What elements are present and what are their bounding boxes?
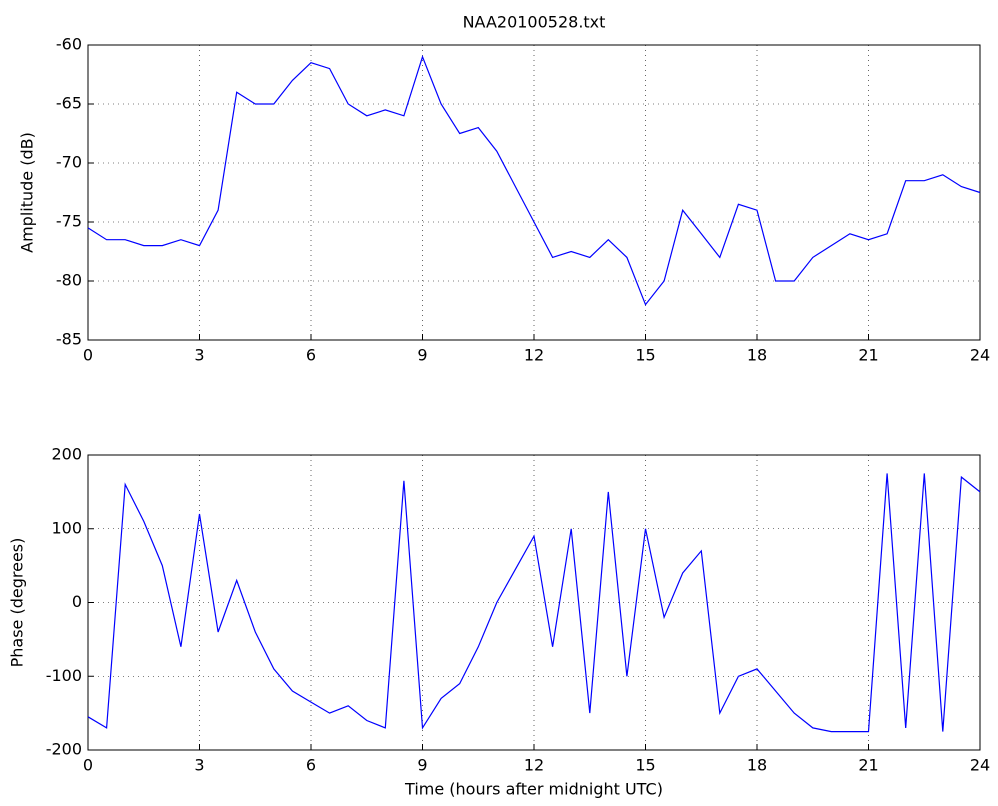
data-line bbox=[87, 55, 981, 306]
y-tick-label: -100 bbox=[46, 666, 82, 685]
chart-title: NAA20100528.txt bbox=[463, 13, 606, 32]
x-tick-label: 3 bbox=[194, 346, 204, 365]
x-tick-label: 15 bbox=[635, 756, 655, 775]
x-tick-label: 0 bbox=[83, 756, 93, 775]
x-tick-label: 24 bbox=[970, 346, 990, 365]
x-tick-label: 18 bbox=[747, 756, 767, 775]
x-tick-label: 15 bbox=[635, 346, 655, 365]
axes-frame bbox=[87, 454, 981, 751]
y-tick-label: 200 bbox=[51, 445, 82, 464]
y-axis-label: Amplitude (dB) bbox=[18, 132, 37, 253]
x-tick-label: 6 bbox=[306, 346, 316, 365]
y-tick-label: 100 bbox=[51, 518, 82, 537]
y-tick-label: 0 bbox=[72, 592, 82, 611]
y-tick-label: -200 bbox=[46, 740, 82, 759]
y-tick-label: -80 bbox=[56, 271, 82, 290]
y-tick-label: -85 bbox=[56, 330, 82, 349]
data-line bbox=[87, 473, 981, 733]
x-tick-label: 12 bbox=[524, 346, 544, 365]
y-axis-label: Phase (degrees) bbox=[8, 538, 27, 668]
y-tick-label: -75 bbox=[56, 212, 82, 231]
y-tick-label: -70 bbox=[56, 153, 82, 172]
x-tick-label: 18 bbox=[747, 346, 767, 365]
x-tick-label: 21 bbox=[858, 756, 878, 775]
x-tick-label: 6 bbox=[306, 756, 316, 775]
x-tick-label: 12 bbox=[524, 756, 544, 775]
x-axis-label: Time (hours after midnight UTC) bbox=[404, 780, 663, 799]
x-tick-label: 9 bbox=[417, 346, 427, 365]
x-tick-label: 21 bbox=[858, 346, 878, 365]
x-tick-label: 0 bbox=[83, 346, 93, 365]
x-tick-label: 9 bbox=[417, 756, 427, 775]
x-tick-label: 3 bbox=[194, 756, 204, 775]
y-tick-label: -60 bbox=[56, 35, 82, 54]
y-tick-label: -65 bbox=[56, 94, 82, 113]
x-tick-label: 24 bbox=[970, 756, 990, 775]
